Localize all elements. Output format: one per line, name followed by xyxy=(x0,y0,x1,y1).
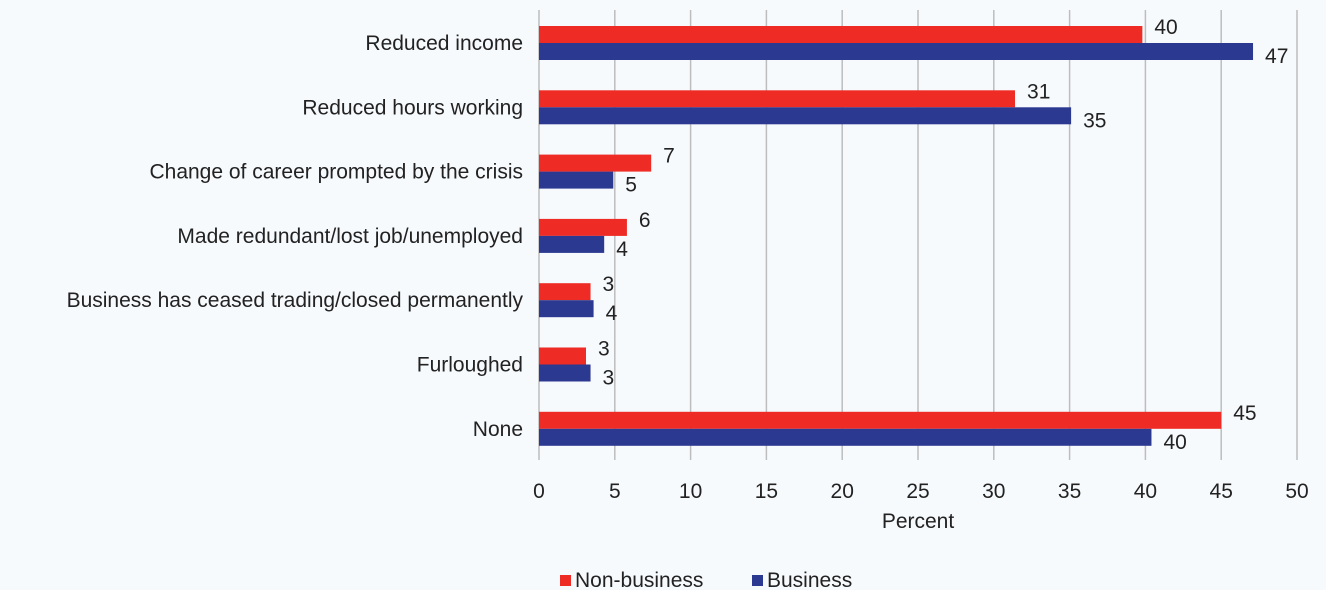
bar-business xyxy=(539,300,594,318)
bar-non-business xyxy=(539,347,586,365)
category-label: Made redundant/lost job/unemployed xyxy=(177,225,523,248)
value-label: 40 xyxy=(1163,431,1186,454)
gridlines xyxy=(538,10,1298,460)
category-label: Reduced income xyxy=(365,32,523,55)
x-tick-label: 50 xyxy=(1285,480,1308,503)
value-label: 3 xyxy=(598,338,610,361)
category-label: Change of career prompted by the crisis xyxy=(149,161,523,184)
bar-non-business xyxy=(539,90,1016,108)
bar-business xyxy=(539,428,1152,446)
legend-label: Non-business xyxy=(575,569,703,590)
legend-swatch xyxy=(752,575,763,586)
value-label: 3 xyxy=(603,273,615,296)
value-label: 3 xyxy=(603,367,615,390)
x-tick-label: 40 xyxy=(1134,480,1157,503)
value-label: 5 xyxy=(625,174,637,197)
x-tick-labels: 0 5 10 15 20 25 30 35 40 45 50 xyxy=(533,480,1309,503)
bars xyxy=(539,26,1254,446)
value-label: 45 xyxy=(1233,402,1256,425)
value-label: 31 xyxy=(1027,80,1050,103)
x-tick-label: 5 xyxy=(609,480,621,503)
value-label: 4 xyxy=(606,302,618,325)
x-tick-label: 0 xyxy=(533,480,545,503)
value-label: 40 xyxy=(1154,16,1177,39)
value-label: 7 xyxy=(663,145,675,168)
legend: Non-business Business xyxy=(560,569,852,590)
category-label: Reduced hours working xyxy=(302,96,523,119)
category-label: None xyxy=(473,418,523,441)
bar-business xyxy=(539,43,1254,60)
value-label: 47 xyxy=(1265,45,1288,68)
bar-business xyxy=(539,171,614,189)
value-label: 4 xyxy=(616,238,628,261)
x-tick-label: 20 xyxy=(831,480,854,503)
bar-non-business xyxy=(539,411,1222,429)
x-tick-label: 35 xyxy=(1058,480,1081,503)
category-label: Business has ceased trading/closed perma… xyxy=(67,289,524,312)
bar-non-business xyxy=(539,154,652,172)
legend-swatch xyxy=(560,575,571,586)
value-label: 6 xyxy=(639,209,651,232)
bar-non-business xyxy=(539,283,591,301)
category-labels: Reduced income Reduced hours working Chang… xyxy=(67,32,524,441)
legend-label: Business xyxy=(767,569,852,590)
value-label: 35 xyxy=(1083,109,1106,132)
x-tick-label: 30 xyxy=(982,480,1005,503)
x-axis-title: Percent xyxy=(882,510,955,533)
bar-business xyxy=(539,235,605,253)
x-tick-label: 25 xyxy=(906,480,929,503)
bar-business xyxy=(539,107,1072,125)
bar-non-business xyxy=(539,26,1143,43)
x-tick-label: 15 xyxy=(755,480,778,503)
x-tick-label: 45 xyxy=(1210,480,1233,503)
bar-business xyxy=(539,364,591,382)
category-label: Furloughed xyxy=(417,354,523,377)
x-tick-label: 10 xyxy=(679,480,702,503)
bar-non-business xyxy=(539,218,627,236)
